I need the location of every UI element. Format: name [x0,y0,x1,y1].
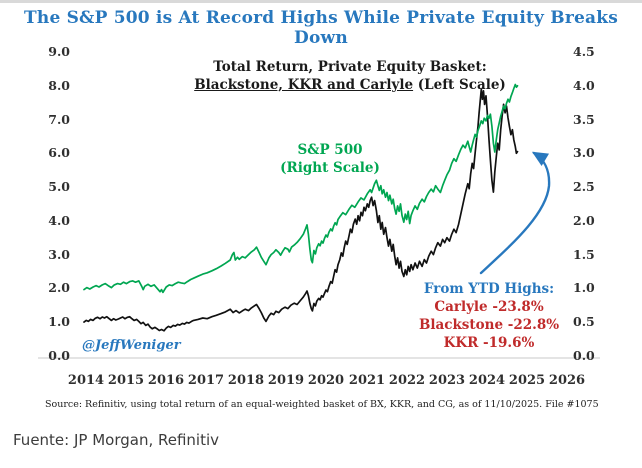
chart-title: The S&P 500 is At Record Highs While Pri… [24,8,618,48]
x-axis-tick-2021: 2021 [348,373,386,388]
right-axis-tick-1.5: 1.5 [573,247,595,262]
author-watermark: @JeffWeniger [82,338,181,353]
right-axis-tick-4.0: 4.0 [573,78,595,93]
right-axis-tick-3.5: 3.5 [573,112,595,127]
left-axis-tick-0.0: 0.0 [48,348,70,363]
pe-basket-annotation-line1: Total Return, Private Equity Basket: [213,59,487,75]
left-axis-tick-6.0: 6.0 [48,145,70,160]
top-border-line [0,0,642,3]
sp500-annotation: S&P 500 (Right Scale) [250,141,410,177]
left-axis-tick-8.0: 8.0 [48,78,70,93]
ytd-highs-annotation: From YTD Highs: Carlyle -23.8% Blackston… [398,280,580,352]
caption-fuente: Fuente: JP Morgan, Refinitiv [13,431,220,449]
right-axis-tick-2.5: 2.5 [573,179,595,194]
pe-basket-annotation: Total Return, Private Equity Basket: Bla… [130,58,570,94]
right-axis-tick-2.0: 2.0 [573,213,595,228]
x-axis-tick-2025: 2025 [508,373,546,388]
source-note: Source: Refinitiv, using total return of… [45,399,599,410]
right-axis-tick-4.5: 4.5 [573,44,595,59]
left-axis-tick-2.0: 2.0 [48,280,70,295]
left-axis-tick-1.0: 1.0 [48,314,70,329]
series-line-sp500 [83,83,519,294]
x-axis-tick-2018: 2018 [227,373,265,388]
x-axis-tick-2023: 2023 [428,373,466,388]
x-axis-tick-2014: 2014 [67,373,105,388]
x-axis-tick-2019: 2019 [267,373,305,388]
plot-area [38,83,600,359]
sp500-annotation-line1: S&P 500 [297,142,363,158]
x-axis-tick-2024: 2024 [468,373,506,388]
right-axis-tick-1.0: 1.0 [573,280,595,295]
ytd-kkr: KKR -19.6% [443,335,535,351]
pe-basket-annotation-underlined: Blackstone, KKR and Carlyle [194,77,414,93]
right-axis-tick-0.5: 0.5 [573,314,595,329]
ytd-highs-title: From YTD Highs: [423,281,555,297]
left-axis-tick-3.0: 3.0 [48,247,70,262]
series-lines [83,83,519,332]
x-axis-tick-2022: 2022 [388,373,426,388]
series-line-pe-basket [83,88,519,332]
left-axis-tick-4.0: 4.0 [48,213,70,228]
left-axis-tick-5.0: 5.0 [48,179,70,194]
x-axis-tick-2016: 2016 [147,373,185,388]
ytd-blackstone: Blackstone -22.8% [418,317,560,333]
left-axis-tick-9.0: 9.0 [48,44,70,59]
pe-basket-annotation-line2: Blackstone, KKR and Carlyle (Left Scale) [130,76,570,94]
right-axis-tick-3.0: 3.0 [573,145,595,160]
ytd-callout-arrow [479,151,551,275]
right-axis-tick-0.0: 0.0 [573,348,595,363]
x-axis-tick-2017: 2017 [187,373,225,388]
x-axis-tick-2020: 2020 [307,373,345,388]
left-axis-tick-7.0: 7.0 [48,112,70,127]
x-axis-tick-2015: 2015 [107,373,145,388]
ytd-carlyle: Carlyle -23.8% [434,299,544,315]
x-axis-tick-2026: 2026 [548,373,586,388]
pe-basket-annotation-scale-note: (Left Scale) [413,77,506,93]
sp500-annotation-line2: (Right Scale) [280,160,380,176]
